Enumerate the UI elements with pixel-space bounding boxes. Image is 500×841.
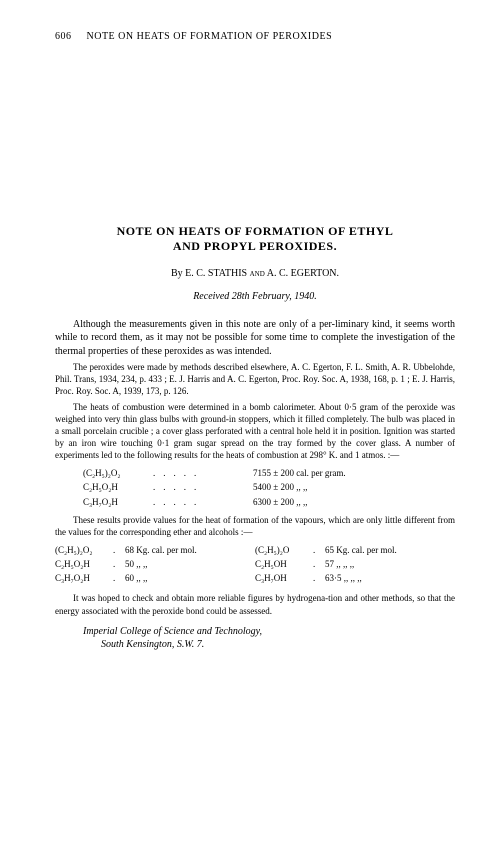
combustion-row: (C₂H₅)₂O₂ ..... 7155 ± 200 cal. per gram…	[83, 467, 455, 479]
dots: .....	[153, 496, 253, 508]
dot: .	[313, 558, 325, 570]
formula: C₃H₇OH	[255, 572, 313, 584]
formation-intro-paragraph: These results provide values for the hea…	[55, 514, 455, 538]
dot: .	[113, 572, 125, 584]
value: 7155 ± 200 cal. per gram.	[253, 467, 455, 479]
formula: (C₂H₅)₂O	[255, 544, 313, 556]
formation-row: C₂H₅O₂H . 50 ,, ,,	[55, 558, 255, 570]
formula: (C₂H₅)₂O₂	[55, 544, 113, 556]
page-number: 606	[55, 31, 72, 42]
value: 50 ,, ,,	[125, 558, 255, 570]
formula: C₂H₅O₂H	[83, 481, 153, 493]
value: 5400 ± 200 ,, ,,	[253, 481, 455, 493]
calorimeter-paragraph: The heats of combustion were determined …	[55, 401, 455, 462]
affiliation-line-1: Imperial College of Science and Technolo…	[83, 625, 455, 638]
authors: E. C. STATHIS and A. C. EGERTON.	[185, 268, 339, 279]
formula: (C₂H₅)₂O₂	[83, 467, 153, 479]
formation-row: (C₂H₅)₂O . 65 Kg. cal. per mol.	[255, 544, 455, 556]
value: 6300 ± 200 ,, ,,	[253, 496, 455, 508]
running-head: NOTE ON HEATS OF FORMATION OF PEROXIDES	[87, 31, 333, 42]
affiliation: Imperial College of Science and Technolo…	[83, 625, 455, 651]
value: 63·5 ,, ,, ,,	[325, 572, 455, 584]
formation-right-column: (C₂H₅)₂O . 65 Kg. cal. per mol. C₂H₅OH .…	[255, 544, 455, 586]
formation-row: C₃H₇O₂H . 60 ,, ,,	[55, 572, 255, 584]
title-line-1: NOTE ON HEATS OF FORMATION OF ETHYL	[55, 224, 455, 240]
byline: By E. C. STATHIS and A. C. EGERTON.	[55, 267, 455, 281]
formula: C₂H₅OH	[255, 558, 313, 570]
page-header: 606 NOTE ON HEATS OF FORMATION OF PEROXI…	[55, 30, 455, 44]
intro-paragraph: Although the measurements given in this …	[55, 318, 455, 359]
combustion-row: C₂H₅O₂H ..... 5400 ± 200 ,, ,,	[83, 481, 455, 493]
closing-paragraph: It was hoped to check and obtain more re…	[55, 592, 455, 616]
affiliation-line-2: South Kensington, S.W. 7.	[101, 638, 455, 651]
article-title: NOTE ON HEATS OF FORMATION OF ETHYL AND …	[55, 224, 455, 255]
value: 57 ,, ,, ,,	[325, 558, 455, 570]
formula: C₃H₇O₂H	[55, 572, 113, 584]
dot: .	[313, 544, 325, 556]
dot: .	[113, 558, 125, 570]
combustion-data: (C₂H₅)₂O₂ ..... 7155 ± 200 cal. per gram…	[83, 467, 455, 507]
formation-data: (C₂H₅)₂O₂ . 68 Kg. cal. per mol. C₂H₅O₂H…	[55, 544, 455, 586]
methods-paragraph: The peroxides were made by methods descr…	[55, 361, 455, 397]
dot: .	[313, 572, 325, 584]
title-line-2: AND PROPYL PEROXIDES.	[55, 239, 455, 255]
byline-prefix: By	[171, 268, 185, 279]
formation-row: C₃H₇OH . 63·5 ,, ,, ,,	[255, 572, 455, 584]
formation-left-column: (C₂H₅)₂O₂ . 68 Kg. cal. per mol. C₂H₅O₂H…	[55, 544, 255, 586]
value: 68 Kg. cal. per mol.	[125, 544, 255, 556]
dots: .....	[153, 481, 253, 493]
value: 60 ,, ,,	[125, 572, 255, 584]
dot: .	[113, 544, 125, 556]
formation-row: (C₂H₅)₂O₂ . 68 Kg. cal. per mol.	[55, 544, 255, 556]
received-date: Received 28th February, 1940.	[55, 290, 455, 304]
formation-row: C₂H₅OH . 57 ,, ,, ,,	[255, 558, 455, 570]
value: 65 Kg. cal. per mol.	[325, 544, 455, 556]
formula: C₃H₇O₂H	[83, 496, 153, 508]
dots: .....	[153, 467, 253, 479]
formula: C₂H₅O₂H	[55, 558, 113, 570]
combustion-row: C₃H₇O₂H ..... 6300 ± 200 ,, ,,	[83, 496, 455, 508]
